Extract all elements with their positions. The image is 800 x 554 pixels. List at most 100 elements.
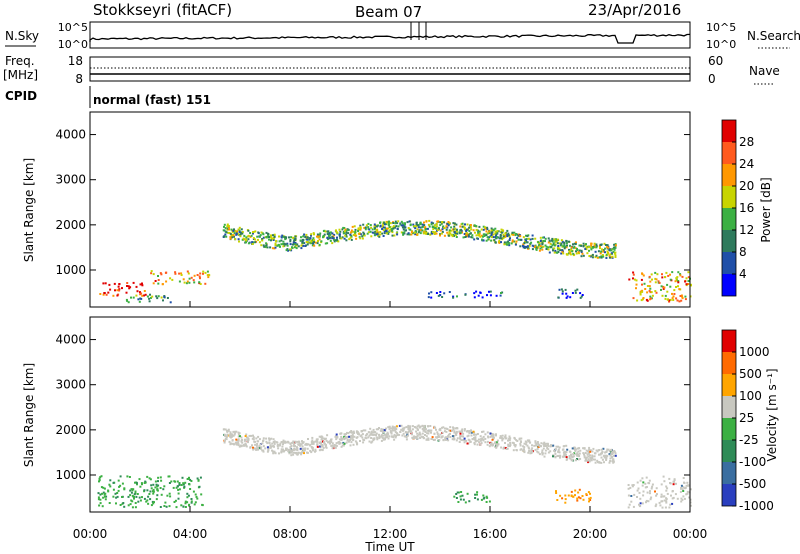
echo-cell — [322, 235, 325, 238]
echo-cell — [392, 227, 395, 230]
echo-cell — [646, 299, 649, 302]
echo-cell — [159, 506, 162, 508]
echo-cell — [447, 221, 450, 223]
echo-cell — [229, 431, 232, 434]
echo-cell — [289, 443, 292, 445]
echo-cell — [372, 428, 375, 431]
echo-cell — [639, 293, 642, 296]
echo-cell — [306, 447, 309, 450]
echo-cell — [375, 428, 378, 431]
echo-cell — [301, 445, 304, 448]
echo-cell — [152, 488, 155, 491]
echo-cell — [152, 490, 155, 493]
echo-cell — [441, 221, 444, 224]
echo-cell — [102, 491, 105, 494]
echo-cell — [367, 431, 370, 434]
echo-cell — [565, 240, 568, 243]
echo-cell — [574, 448, 576, 451]
echo-cell — [397, 225, 400, 228]
echo-cell — [479, 291, 482, 294]
echo-cell — [430, 230, 433, 233]
echo-cell — [489, 290, 492, 293]
echo-cell — [197, 479, 200, 482]
echo-cell — [465, 439, 468, 442]
echo-cell — [689, 501, 692, 504]
echo-cell — [654, 490, 656, 493]
echo-cell — [482, 439, 485, 442]
echo-cell — [641, 484, 644, 487]
echo-cell — [177, 488, 180, 491]
echo-cell — [284, 238, 287, 241]
echo-cell — [262, 236, 265, 239]
echo-cell — [244, 435, 247, 438]
echo-cell — [265, 244, 268, 247]
echo-cell — [249, 446, 252, 449]
echo-cell — [419, 425, 422, 428]
echo-cell — [536, 450, 539, 453]
echo-cell — [585, 456, 588, 459]
echo-cell — [556, 499, 559, 501]
echo-cell — [130, 296, 132, 299]
echo-cell — [585, 449, 588, 452]
echo-cell — [523, 246, 526, 249]
echo-cell — [174, 271, 177, 274]
echo-cell — [482, 225, 485, 228]
echo-cell — [578, 244, 581, 247]
echo-cell — [562, 245, 565, 248]
echo-cell — [392, 225, 395, 228]
colorbar-tick-label: 28 — [739, 135, 754, 149]
echo-cell — [655, 503, 658, 506]
colorbar-tick-label: -500 — [739, 477, 766, 491]
freq-tick-bottom: 8 — [75, 72, 83, 86]
echo-cell — [364, 434, 367, 437]
echo-cell — [363, 232, 366, 235]
echo-cell — [383, 226, 386, 229]
echo-cell — [475, 225, 478, 228]
echo-cell — [470, 434, 473, 437]
echo-cell — [439, 224, 442, 227]
echo-cell — [274, 246, 277, 249]
echo-cell — [331, 235, 334, 238]
echo-cell — [668, 477, 671, 480]
echo-cell — [514, 243, 517, 246]
echo-cell — [466, 223, 469, 226]
echo-cell — [594, 461, 597, 464]
echo-cell — [669, 273, 671, 276]
echo-cell — [466, 430, 469, 432]
echo-cell — [667, 274, 670, 277]
echo-cell — [279, 442, 282, 445]
echo-cell — [671, 297, 674, 300]
echo-cell — [543, 455, 546, 458]
echo-cell — [650, 291, 653, 294]
echo-cell — [596, 256, 599, 259]
echo-cell — [671, 271, 674, 274]
echo-cell — [335, 433, 338, 436]
echo-cell — [301, 440, 303, 443]
echo-cell — [570, 248, 572, 251]
echo-cell — [500, 292, 502, 294]
echo-cell — [489, 235, 492, 238]
echo-cell — [513, 436, 516, 439]
echo-cell — [525, 443, 527, 446]
echo-cell — [252, 241, 255, 244]
echo-cell — [245, 241, 247, 244]
echo-cell — [136, 493, 139, 495]
echo-cell — [505, 437, 508, 440]
echo-cell — [608, 256, 611, 259]
echo-cell — [224, 428, 227, 431]
echo-cell — [294, 242, 297, 244]
echo-cell — [609, 253, 612, 256]
echo-cell — [304, 236, 307, 238]
echo-cell — [486, 431, 489, 434]
echo-cell — [291, 246, 293, 249]
echo-cell — [579, 292, 582, 295]
echo-cell — [261, 442, 264, 445]
echo-cell — [589, 496, 592, 499]
y-tick-label: 1000 — [55, 468, 86, 482]
echo-cell — [187, 494, 190, 497]
echo-cell — [287, 450, 290, 453]
echo-cell — [296, 453, 299, 456]
echo-cell — [609, 457, 612, 460]
echo-cell — [315, 438, 318, 441]
